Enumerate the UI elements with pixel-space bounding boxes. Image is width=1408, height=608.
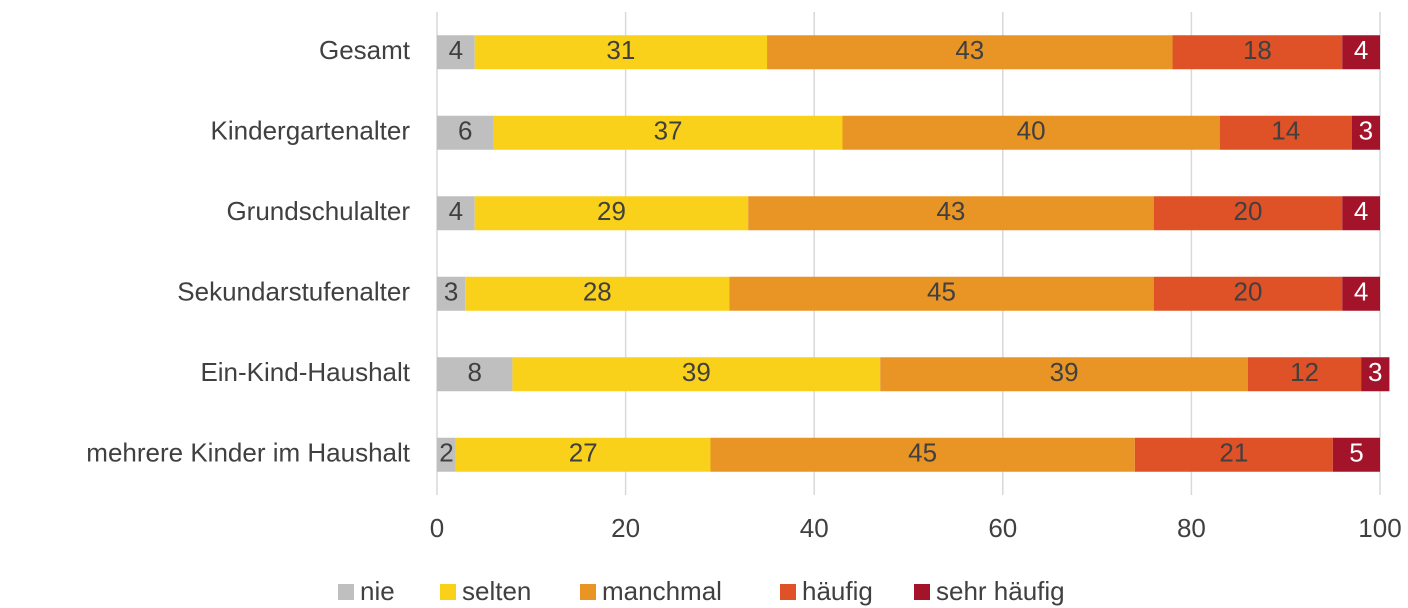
bar-segment — [1332, 437, 1380, 472]
y-tick-label: Kindergartenalter — [211, 116, 411, 146]
x-tick-label: 20 — [611, 513, 640, 543]
bar-segment — [729, 276, 1154, 311]
y-tick-label: Ein-Kind-Haushalt — [200, 357, 410, 387]
bar-segment — [1342, 196, 1380, 231]
bar-segment — [1351, 115, 1380, 150]
y-tick-label: Gesamt — [319, 35, 411, 65]
data-label: 4 — [1354, 35, 1368, 65]
bar-segment — [710, 437, 1135, 472]
bar-segment — [437, 196, 475, 231]
data-label: 6 — [458, 116, 472, 146]
x-tick-label: 100 — [1358, 513, 1401, 543]
data-label: 4 — [1354, 277, 1368, 307]
legend-label: manchmal — [602, 576, 722, 606]
bar-segment — [437, 35, 475, 70]
data-label: 5 — [1349, 438, 1363, 468]
bar-segment — [1219, 115, 1352, 150]
bar-segment — [1361, 357, 1390, 392]
data-label: 4 — [449, 35, 463, 65]
data-label: 45 — [927, 277, 956, 307]
data-label: 28 — [583, 277, 612, 307]
data-label: 8 — [467, 357, 481, 387]
data-label: 12 — [1290, 357, 1319, 387]
bar-segment — [1342, 35, 1380, 70]
bar-segment — [512, 357, 881, 392]
legend-label: sehr häufig — [936, 576, 1065, 606]
data-label: 18 — [1243, 35, 1272, 65]
data-label: 37 — [654, 116, 683, 146]
data-label: 45 — [908, 438, 937, 468]
data-label: 3 — [444, 277, 458, 307]
bar-segment — [1134, 437, 1333, 472]
bar-segment — [455, 437, 711, 472]
data-label: 31 — [606, 35, 635, 65]
x-tick-label: 40 — [800, 513, 829, 543]
y-tick-label: Sekundarstufenalter — [177, 277, 410, 307]
data-label: 43 — [936, 196, 965, 226]
legend-swatch — [914, 584, 930, 600]
y-tick-label: Grundschulalter — [226, 196, 410, 226]
data-label: 4 — [449, 196, 463, 226]
data-label: 4 — [1354, 196, 1368, 226]
bar-segment — [474, 35, 768, 70]
legend-label: nie — [360, 576, 395, 606]
x-tick-label: 80 — [1177, 513, 1206, 543]
x-tick-label: 60 — [988, 513, 1017, 543]
bar-segment — [842, 115, 1220, 150]
legend-swatch — [780, 584, 796, 600]
bar-segment — [1247, 357, 1362, 392]
data-label: 40 — [1017, 116, 1046, 146]
bar-segment — [1172, 35, 1343, 70]
data-label: 2 — [439, 438, 453, 468]
legend-swatch — [440, 584, 456, 600]
x-tick-label: 0 — [430, 513, 444, 543]
data-label: 3 — [1368, 357, 1382, 387]
bar-segment — [474, 196, 749, 231]
y-tick-label: mehrere Kinder im Haushalt — [86, 438, 410, 468]
data-label: 39 — [682, 357, 711, 387]
bar-segment — [1342, 276, 1380, 311]
legend-swatch — [580, 584, 596, 600]
bar-segment — [437, 115, 494, 150]
data-label: 20 — [1234, 196, 1263, 226]
bar-segment — [1153, 276, 1343, 311]
bar-segment — [437, 357, 513, 392]
data-label: 39 — [1050, 357, 1079, 387]
data-label: 3 — [1359, 116, 1373, 146]
bar-segment — [465, 276, 730, 311]
bar-segment — [880, 357, 1248, 392]
bar-segment — [437, 276, 466, 311]
legend-label: selten — [462, 576, 531, 606]
bar-segment — [767, 35, 1173, 70]
data-label: 43 — [955, 35, 984, 65]
bar-segment — [437, 437, 456, 472]
data-label: 14 — [1271, 116, 1300, 146]
bar-segment — [748, 196, 1154, 231]
data-label: 29 — [597, 196, 626, 226]
bar-segment — [493, 115, 843, 150]
bar-segment — [1153, 196, 1343, 231]
legend-swatch — [338, 584, 354, 600]
data-label: 27 — [569, 438, 598, 468]
data-label: 21 — [1219, 438, 1248, 468]
legend-label: häufig — [802, 576, 873, 606]
data-label: 20 — [1234, 277, 1263, 307]
